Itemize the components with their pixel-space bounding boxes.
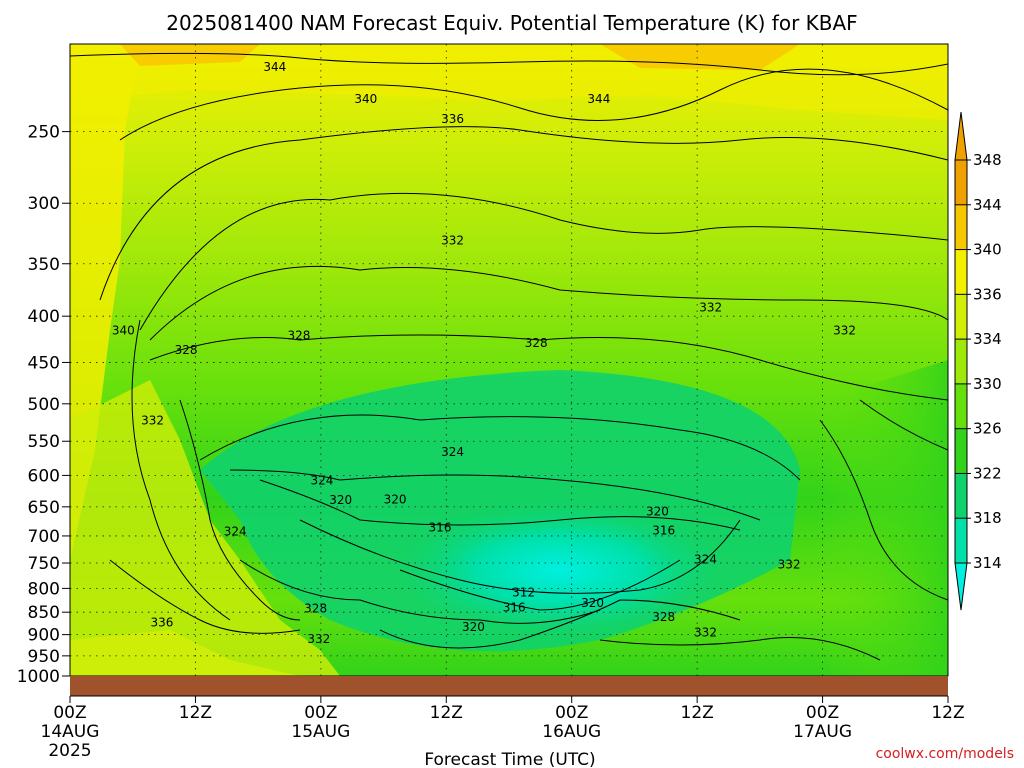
contour-label: 336: [151, 616, 174, 630]
chart-title: 2025081400 NAM Forecast Equiv. Potential…: [166, 11, 857, 35]
grid: [70, 44, 948, 676]
colorbar-label: 344: [973, 196, 1002, 214]
colorbar-label: 336: [973, 285, 1002, 303]
colorbar-segment: [955, 339, 967, 384]
x-tick-label-hour: 12Z: [430, 703, 463, 723]
colorbar-label: 322: [973, 464, 1002, 482]
colorbar-segment: [955, 383, 967, 429]
contour-label: 316: [429, 520, 452, 534]
contour-label: 328: [175, 343, 198, 357]
contour-label: 324: [694, 552, 717, 566]
x-tick-label-hour: 00Z: [555, 703, 588, 723]
y-tick-label: 350: [28, 255, 60, 275]
colorbar-segment: [955, 160, 967, 205]
contour-label: 320: [462, 620, 485, 634]
colorbar-label: 340: [973, 241, 1002, 259]
colorbar-segment: [955, 294, 967, 340]
contour-label: 344: [263, 60, 286, 74]
contour-label: 332: [778, 558, 801, 572]
surface-ground-bar: [70, 676, 948, 696]
contour-label: 312: [512, 585, 535, 599]
contour-label: 332: [141, 414, 164, 428]
x-axis-label: Forecast Time (UTC): [424, 750, 595, 768]
y-tick-label: 750: [28, 554, 60, 574]
colorbar-segment: [955, 518, 967, 563]
y-tick-label: 1000: [17, 667, 60, 687]
colorbar-label: 326: [973, 420, 1002, 438]
contour-label: 336: [441, 112, 464, 126]
contour-label: 324: [441, 445, 464, 459]
contour-label: 340: [112, 324, 135, 338]
colorbar-label: 318: [973, 509, 1002, 527]
surface-warm-patch: [70, 630, 300, 676]
colorbar-label: 334: [973, 330, 1002, 348]
y-tick-label: 300: [28, 194, 60, 214]
y-tick-label: 850: [28, 603, 60, 623]
colorbar-top-arrow: [954, 111, 968, 161]
contour-label: 328: [304, 601, 327, 615]
y-tick-label: 600: [28, 466, 60, 486]
colorbar-label: 330: [973, 375, 1002, 393]
y-axis: 250 300 350 400 450 500 550 600 650 700 750 800 850 9…: [17, 123, 70, 687]
y-tick-label: 250: [28, 123, 60, 143]
colorbar-segment: [955, 249, 967, 295]
plot-area: 344 344 340 336 332 332 332 340 328 328 328 332 324 3…: [70, 44, 948, 676]
x-tick-label-hour: 00Z: [304, 703, 337, 723]
right-moist-region: [820, 360, 948, 676]
y-tick-label: 550: [28, 432, 60, 452]
contour-label: 320: [581, 596, 604, 610]
colorbar: 314 318 322 326 330 334 336 340 344 348: [954, 111, 1002, 611]
x-tick-label-date: 14AUG: [41, 722, 100, 742]
colorbar-bottom-arrow: [954, 562, 968, 611]
colorbar-segment: [955, 473, 967, 519]
contour-label: 324: [224, 524, 247, 538]
contour-label: 320: [646, 505, 669, 519]
colorbar-segment: [955, 204, 967, 250]
contour-label: 316: [503, 601, 526, 615]
contour-label: 328: [525, 336, 548, 350]
credit-text: coolwx.com/models: [876, 746, 1014, 762]
contour-label: 320: [384, 493, 407, 507]
contour-label: 328: [652, 610, 675, 624]
y-tick-label: 900: [28, 626, 60, 646]
x-tick-label-date: 16AUG: [542, 722, 601, 742]
x-tick-label-hour: 12Z: [179, 703, 212, 723]
colorbar-label: 314: [973, 554, 1002, 572]
x-tick-label-date: 15AUG: [291, 722, 350, 742]
contour-label: 332: [699, 300, 722, 314]
contour-label: 344: [587, 92, 610, 106]
x-tick-label-hour: 00Z: [53, 703, 86, 723]
contour-label: 332: [307, 632, 330, 646]
colorbar-segment: [955, 428, 967, 474]
contour-labels: 344 344 340 336 332 332 332 340 328 328 328 332 324 3…: [112, 60, 856, 646]
x-tick-label-year: 2025: [48, 741, 91, 761]
y-tick-label: 400: [28, 307, 60, 327]
x-tick-label-date: 17AUG: [793, 722, 852, 742]
x-tick-label-hour: 00Z: [806, 703, 839, 723]
contour-label: 332: [694, 625, 717, 639]
contour-label: 332: [441, 234, 464, 248]
y-tick-label: 500: [28, 395, 60, 415]
contour-label: 340: [354, 92, 377, 106]
cool-core: [390, 500, 730, 640]
x-tick-label-hour: 12Z: [931, 703, 964, 723]
contour-label: 320: [329, 493, 352, 507]
contour-label: 332: [833, 324, 856, 338]
contour-label: 328: [287, 328, 310, 342]
contour-label: 324: [310, 474, 333, 488]
y-tick-label: 650: [28, 498, 60, 518]
y-tick-label: 700: [28, 527, 60, 547]
contour-label: 316: [652, 523, 675, 537]
y-tick-label: 450: [28, 353, 60, 373]
x-tick-label-hour: 12Z: [681, 703, 714, 723]
y-tick-label: 800: [28, 579, 60, 599]
y-tick-label: 950: [28, 647, 60, 667]
colorbar-label: 348: [973, 151, 1002, 169]
top-hot-band: [120, 44, 800, 70]
